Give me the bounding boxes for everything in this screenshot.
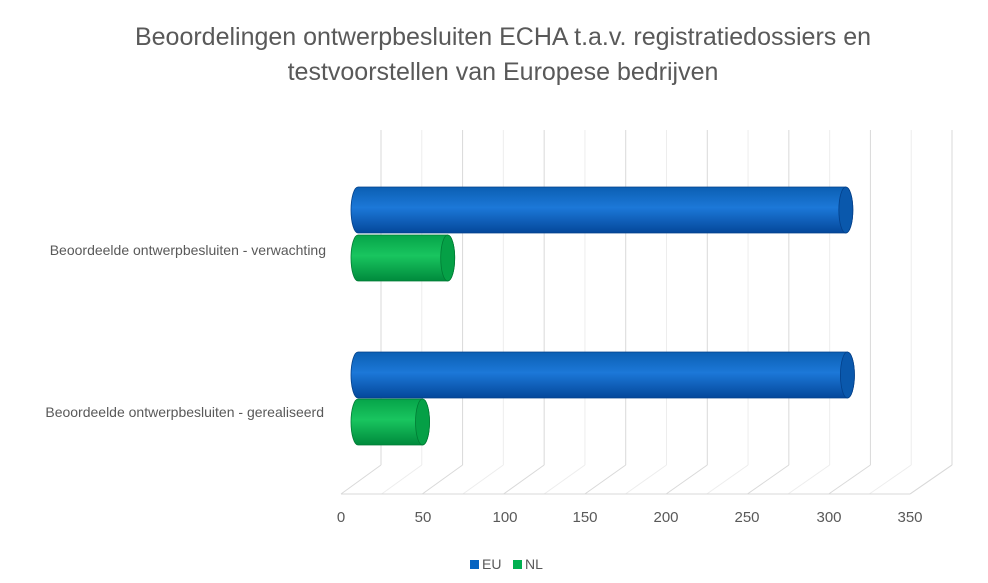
bar-eu-verwachting	[350, 186, 854, 234]
tick-label-150: 150	[572, 509, 597, 526]
gridline-floor-75	[462, 464, 504, 495]
tick-label-100: 100	[492, 509, 517, 526]
bar-cap-nl-1	[415, 398, 430, 446]
category-label-verwachting: Beoordeelde ontwerpbesluiten - verwachti…	[50, 242, 326, 258]
bar-body-eu-1	[350, 351, 855, 399]
legend-swatch-nl	[513, 560, 522, 569]
bar-nl-verwachting	[350, 234, 456, 282]
gridline-floor-275	[787, 464, 830, 495]
gridline-floor-0	[340, 464, 382, 495]
gridline-floor-250	[747, 464, 790, 495]
chart-title-line-1: Beoordelingen ontwerpbesluiten ECHA t.a.…	[135, 23, 871, 51]
floor-right-edge	[909, 464, 953, 495]
chart-floor	[340, 464, 953, 495]
gridline-floor-325	[869, 464, 912, 495]
gridline-floor-25	[381, 464, 423, 495]
legend-label-nl: NL	[525, 556, 543, 572]
bar-cap-eu-1	[840, 351, 855, 399]
bar-body-eu-0	[350, 186, 854, 234]
legend: EU NL	[470, 556, 543, 572]
bar-eu-gerealiseerd	[350, 351, 855, 399]
gridline-floor-200	[665, 464, 708, 495]
gridline-floor-300	[828, 464, 871, 495]
category-labels: Beoordeelde ontwerpbesluiten - verwachti…	[45, 242, 326, 420]
gridline-floor-225	[706, 464, 749, 495]
gridline-floor-175	[625, 464, 667, 495]
tick-label-250: 250	[734, 509, 759, 526]
tick-label-200: 200	[653, 509, 678, 526]
bar-nl-gerealiseerd	[350, 398, 430, 446]
bar-body-nl-0	[350, 234, 456, 282]
chart-title-line-2: testvoorstellen van Europese bedrijven	[288, 58, 719, 86]
x-axis-ticks: 0 50 100 150 200 250 300 350	[337, 509, 923, 526]
tick-label-300: 300	[816, 509, 841, 526]
bars	[350, 186, 855, 446]
bar-cap-nl-0	[440, 234, 456, 282]
gridline-floor-125	[543, 464, 586, 495]
gridline-floor-100	[503, 464, 545, 495]
tick-label-0: 0	[337, 509, 345, 526]
bar-cap-eu-0	[838, 186, 854, 234]
legend-item-eu[interactable]: EU	[470, 556, 501, 572]
gridline-floor-50	[421, 464, 463, 495]
gridline-floor-150	[584, 464, 627, 495]
tick-label-50: 50	[415, 509, 432, 526]
gridlines	[380, 130, 953, 465]
chart-title: Beoordelingen ontwerpbesluiten ECHA t.a.…	[135, 23, 871, 86]
legend-swatch-eu	[470, 560, 479, 569]
category-label-gerealiseerd: Beoordeelde ontwerpbesluiten - gerealise…	[45, 404, 324, 420]
legend-item-nl[interactable]: NL	[513, 556, 543, 572]
tick-label-350: 350	[897, 509, 922, 526]
legend-label-eu: EU	[482, 556, 501, 572]
